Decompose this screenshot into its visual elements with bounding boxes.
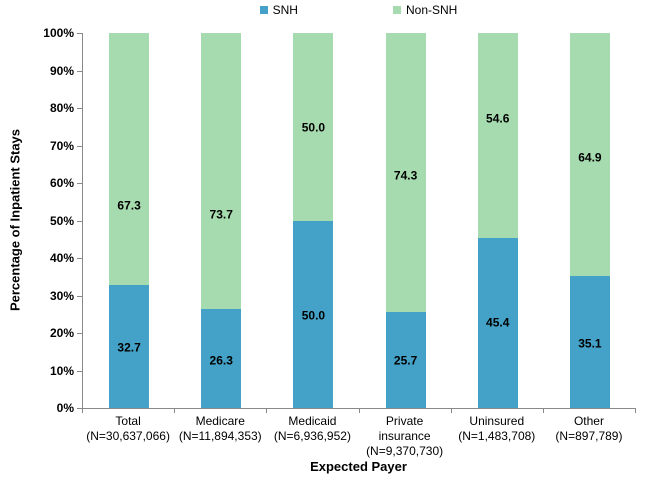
y-tick-label: 10% <box>49 363 74 378</box>
bar-segment-snh <box>477 237 518 408</box>
x-category-name: Medicaid <box>288 414 337 428</box>
bar-segment-non-snh <box>201 33 242 310</box>
y-tick-mark <box>77 295 83 297</box>
bar-uninsured <box>477 33 518 408</box>
x-category-n: (N=11,894,353) <box>178 429 262 443</box>
y-tick-mark <box>77 408 83 409</box>
bar-segment-non-snh <box>109 33 150 286</box>
bar-segment-snh <box>109 285 150 408</box>
bar-segment-snh <box>293 220 334 408</box>
y-tick-label: 30% <box>49 288 74 303</box>
x-category-n: (N=897,789) <box>555 429 623 443</box>
x-category-label-private-insurance: Private insurance (N=9,370,730) <box>359 414 451 459</box>
bar-segment-non-snh <box>569 33 610 277</box>
legend: SNH Non-SNH <box>82 2 635 18</box>
legend-label-non-snh: Non-SNH <box>405 3 458 17</box>
x-category-label-medicare: Medicare (N=11,894,353) <box>174 414 266 459</box>
value-label-non-snh: 67.3 <box>117 198 141 213</box>
x-tick-mark <box>635 408 636 413</box>
y-tick-label: 50% <box>49 213 74 228</box>
bar-segment-snh <box>201 309 242 408</box>
value-label-non-snh: 73.7 <box>209 207 233 222</box>
legend-item-snh: SNH <box>259 3 298 17</box>
x-category-n: (N=9,370,730) <box>366 444 444 458</box>
x-tick-mark <box>358 408 360 413</box>
y-tick-mark <box>77 333 83 334</box>
x-tick-mark <box>174 408 176 413</box>
x-axis-category-labels: Total (N=30,637,066) Medicare (N=11,894,353… <box>82 414 635 459</box>
value-label-snh: 45.4 <box>486 315 510 330</box>
bar-total <box>109 33 150 408</box>
value-label-non-snh: 64.9 <box>578 150 602 165</box>
y-tick-mark <box>77 220 83 222</box>
legend-swatch-non-snh <box>392 6 401 14</box>
value-label-snh: 26.3 <box>209 353 233 368</box>
x-category-name: Total <box>115 414 141 428</box>
bar-segment-snh <box>569 276 610 408</box>
x-tick-mark <box>82 408 83 413</box>
bar-private-insurance <box>385 33 426 408</box>
y-tick-mark <box>77 258 83 259</box>
y-tick-label: 20% <box>49 326 74 340</box>
legend-item-non-snh: Non-SNH <box>392 3 458 17</box>
y-tick-mark <box>77 145 83 147</box>
bar-other <box>569 33 610 408</box>
y-tick-mark <box>77 108 83 109</box>
x-category-label-medicaid: Medicaid (N=6,936,952) <box>266 414 358 459</box>
y-tick-label: 80% <box>49 101 74 115</box>
plot-area: 0% 10% 20% 30% 40% 50% 60% 70% 80% 90% 100% 32.7 67.… <box>43 27 636 414</box>
category-column-private-insurance: 25.7 74.3 <box>360 33 452 408</box>
x-tick-mark <box>542 408 544 413</box>
value-label-snh: 35.1 <box>578 336 602 350</box>
legend-label-snh: SNH <box>272 3 298 17</box>
category-column-medicaid: 50.0 50.0 <box>267 33 359 408</box>
bar-medicaid <box>293 33 334 408</box>
x-category-label-total: Total (N=30,637,066) <box>82 414 174 459</box>
x-category-name: Private insurance <box>378 414 431 443</box>
x-category-label-uninsured: Uninsured (N=1,483,708) <box>451 414 543 459</box>
bar-segment-snh <box>385 311 426 408</box>
bar-segment-non-snh <box>385 33 426 312</box>
y-tick-mark <box>77 370 83 372</box>
bar-medicare <box>201 33 242 408</box>
x-category-name: Medicare <box>195 414 245 428</box>
y-tick-mark <box>77 33 83 34</box>
y-tick-mark <box>77 183 83 184</box>
bar-segment-non-snh <box>477 33 518 238</box>
value-label-non-snh: 54.6 <box>486 111 510 126</box>
category-column-uninsured: 45.4 54.6 <box>452 33 544 408</box>
y-tick-label: 100% <box>43 26 74 40</box>
x-tick-mark <box>450 408 452 413</box>
y-tick-mark <box>77 70 83 72</box>
y-tick-label: 60% <box>49 176 74 190</box>
category-column-medicare: 26.3 73.7 <box>175 33 267 408</box>
y-tick-label: 40% <box>49 251 74 265</box>
value-label-non-snh: 74.3 <box>393 168 418 183</box>
category-column-total: 32.7 67.3 <box>83 33 175 408</box>
bar-segment-non-snh <box>293 33 334 221</box>
y-tick-label: 70% <box>49 138 74 153</box>
y-axis-title: Percentage of Inpatient Stays <box>7 128 23 312</box>
x-tick-mark <box>266 408 268 413</box>
x-category-n: (N=30,637,066) <box>86 429 170 443</box>
x-category-n: (N=1,483,708) <box>458 429 536 443</box>
x-category-label-other: Other (N=897,789) <box>543 414 635 459</box>
value-label-snh: 50.0 <box>301 308 326 323</box>
x-category-name: Uninsured <box>469 414 525 428</box>
x-category-n: (N=6,936,952) <box>273 429 351 443</box>
y-tick-label: 0% <box>56 401 74 415</box>
value-label-snh: 32.7 <box>117 340 141 355</box>
x-category-name: Other <box>573 414 604 428</box>
y-tick-label: 90% <box>49 63 74 78</box>
category-column-other: 35.1 64.9 <box>544 33 636 408</box>
value-label-snh: 25.7 <box>393 353 418 368</box>
legend-swatch-snh <box>259 6 268 14</box>
x-axis-title: Expected Payer <box>310 459 407 474</box>
value-label-non-snh: 50.0 <box>301 120 326 135</box>
